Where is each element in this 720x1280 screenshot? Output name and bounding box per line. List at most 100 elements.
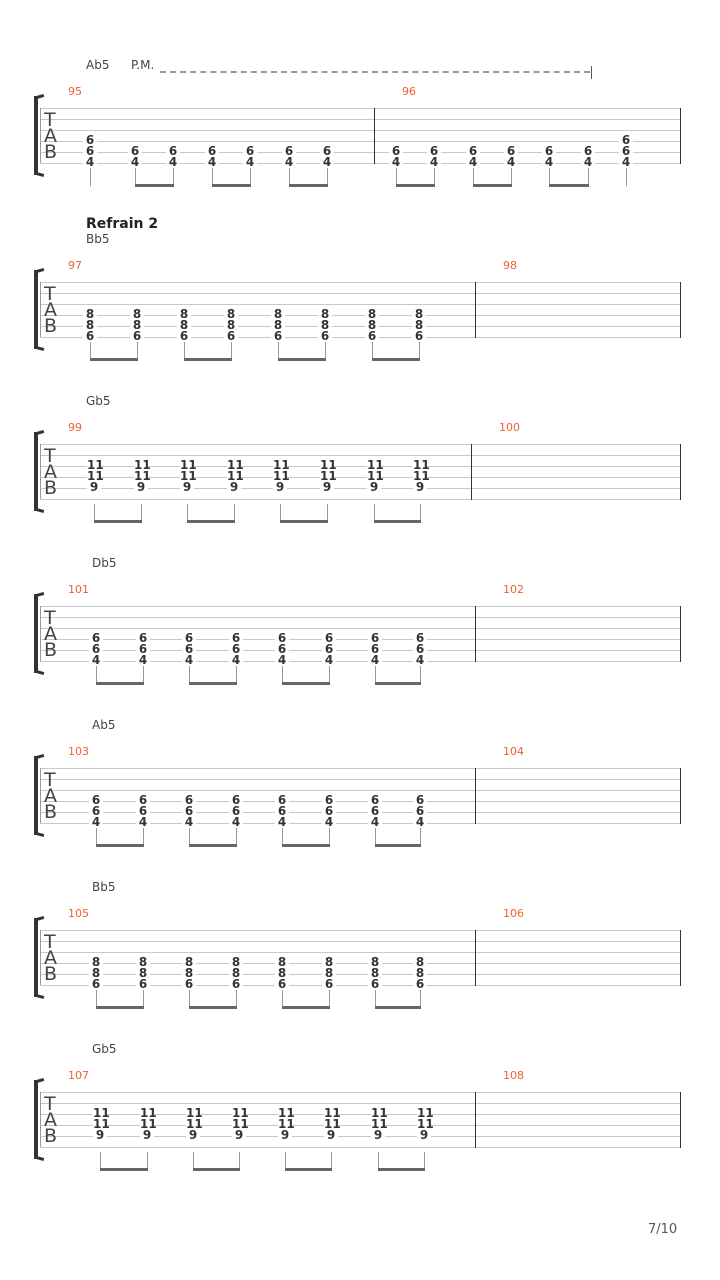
barline-end	[680, 282, 681, 338]
note-stem	[100, 1152, 101, 1170]
measure-number: 101	[68, 583, 89, 596]
barline	[475, 282, 476, 338]
note-stem	[375, 666, 376, 684]
fret-number: 6	[504, 145, 518, 157]
fret-number: 11	[227, 469, 244, 483]
note-stem	[549, 168, 550, 186]
eighth-beam	[212, 184, 251, 187]
note-stem	[372, 342, 373, 360]
fret-number: 8	[229, 956, 243, 968]
note-stem	[184, 342, 185, 360]
note-stem	[143, 828, 144, 846]
note-stem	[212, 168, 213, 186]
barline-end	[680, 444, 681, 500]
fret-number: 9	[413, 481, 427, 493]
note-stem	[234, 504, 235, 522]
tab-clef-letter: A	[44, 461, 57, 483]
fret-number: 4	[504, 156, 518, 168]
staff-line	[40, 650, 680, 651]
fret-number: 9	[87, 481, 101, 493]
measure-number: 98	[503, 259, 517, 272]
note-stem	[90, 342, 91, 360]
note-stem	[375, 990, 376, 1008]
eighth-beam	[549, 184, 589, 187]
staff-line	[40, 130, 680, 131]
fret-number: 11	[140, 1106, 157, 1120]
note-stem	[282, 666, 283, 684]
fret-number: 8	[322, 967, 336, 979]
fret-number: 6	[368, 805, 382, 817]
eighth-beam	[282, 844, 330, 847]
fret-number: 6	[619, 145, 633, 157]
fret-number: 4	[282, 156, 296, 168]
palm-mute-dashed-line	[160, 71, 590, 73]
fret-number: 11	[93, 1106, 110, 1120]
note-stem	[189, 990, 190, 1008]
fret-number: 6	[182, 643, 196, 655]
fret-number: 9	[367, 481, 381, 493]
note-stem	[135, 168, 136, 186]
palm-mute-label: P.M.	[131, 58, 155, 72]
fret-number: 6	[275, 805, 289, 817]
fret-number: 6	[229, 805, 243, 817]
fret-number: 6	[368, 632, 382, 644]
note-stem	[420, 504, 421, 522]
fret-number: 11	[180, 469, 197, 483]
fret-number: 6	[427, 145, 441, 157]
fret-number: 6	[542, 145, 556, 157]
fret-number: 8	[365, 319, 379, 331]
staff-line	[40, 974, 680, 975]
staff-line	[40, 337, 680, 338]
fret-number: 9	[278, 1129, 292, 1141]
fret-number: 11	[324, 1106, 341, 1120]
eighth-beam	[374, 520, 421, 523]
fret-number: 6	[282, 145, 296, 157]
measure-number: 104	[503, 745, 524, 758]
measure-number: 103	[68, 745, 89, 758]
staff-line	[40, 499, 680, 500]
staff-line	[40, 1147, 680, 1148]
staff-line	[40, 941, 680, 942]
eighth-beam	[94, 520, 142, 523]
fret-number: 8	[412, 308, 426, 320]
fret-number: 11	[87, 458, 104, 472]
page-number: 7/10	[648, 1222, 678, 1237]
fret-number: 6	[182, 978, 196, 990]
fret-number: 4	[389, 156, 403, 168]
note-stem	[141, 504, 142, 522]
note-stem	[329, 666, 330, 684]
fret-number: 11	[324, 1117, 341, 1131]
chord-name: Ab5	[86, 58, 110, 72]
fret-number: 11	[371, 1117, 388, 1131]
note-stem	[626, 168, 627, 186]
note-stem	[420, 666, 421, 684]
barline	[475, 1092, 476, 1148]
staff-line	[40, 1125, 680, 1126]
note-stem	[189, 828, 190, 846]
eighth-beam	[189, 1006, 237, 1009]
measure-number: 108	[503, 1069, 524, 1082]
fret-number: 6	[83, 145, 97, 157]
fret-number: 6	[136, 643, 150, 655]
fret-number: 6	[224, 330, 238, 342]
note-stem	[325, 342, 326, 360]
note-stem	[236, 990, 237, 1008]
note-stem	[396, 168, 397, 186]
fret-number: 8	[130, 319, 144, 331]
fret-number: 11	[273, 458, 290, 472]
fret-number: 6	[322, 794, 336, 806]
staff-line	[40, 282, 680, 283]
fret-number: 11	[186, 1117, 203, 1131]
staff-line	[40, 304, 680, 305]
fret-number: 8	[318, 319, 332, 331]
fret-number: 4	[128, 156, 142, 168]
staff-line	[40, 628, 680, 629]
fret-number: 11	[140, 1117, 157, 1131]
tab-clef-letter: A	[44, 299, 57, 321]
fret-number: 6	[320, 145, 334, 157]
tab-clef-letter: T	[44, 607, 56, 629]
staff-line	[40, 779, 680, 780]
fret-number: 8	[136, 956, 150, 968]
fret-number: 11	[232, 1106, 249, 1120]
